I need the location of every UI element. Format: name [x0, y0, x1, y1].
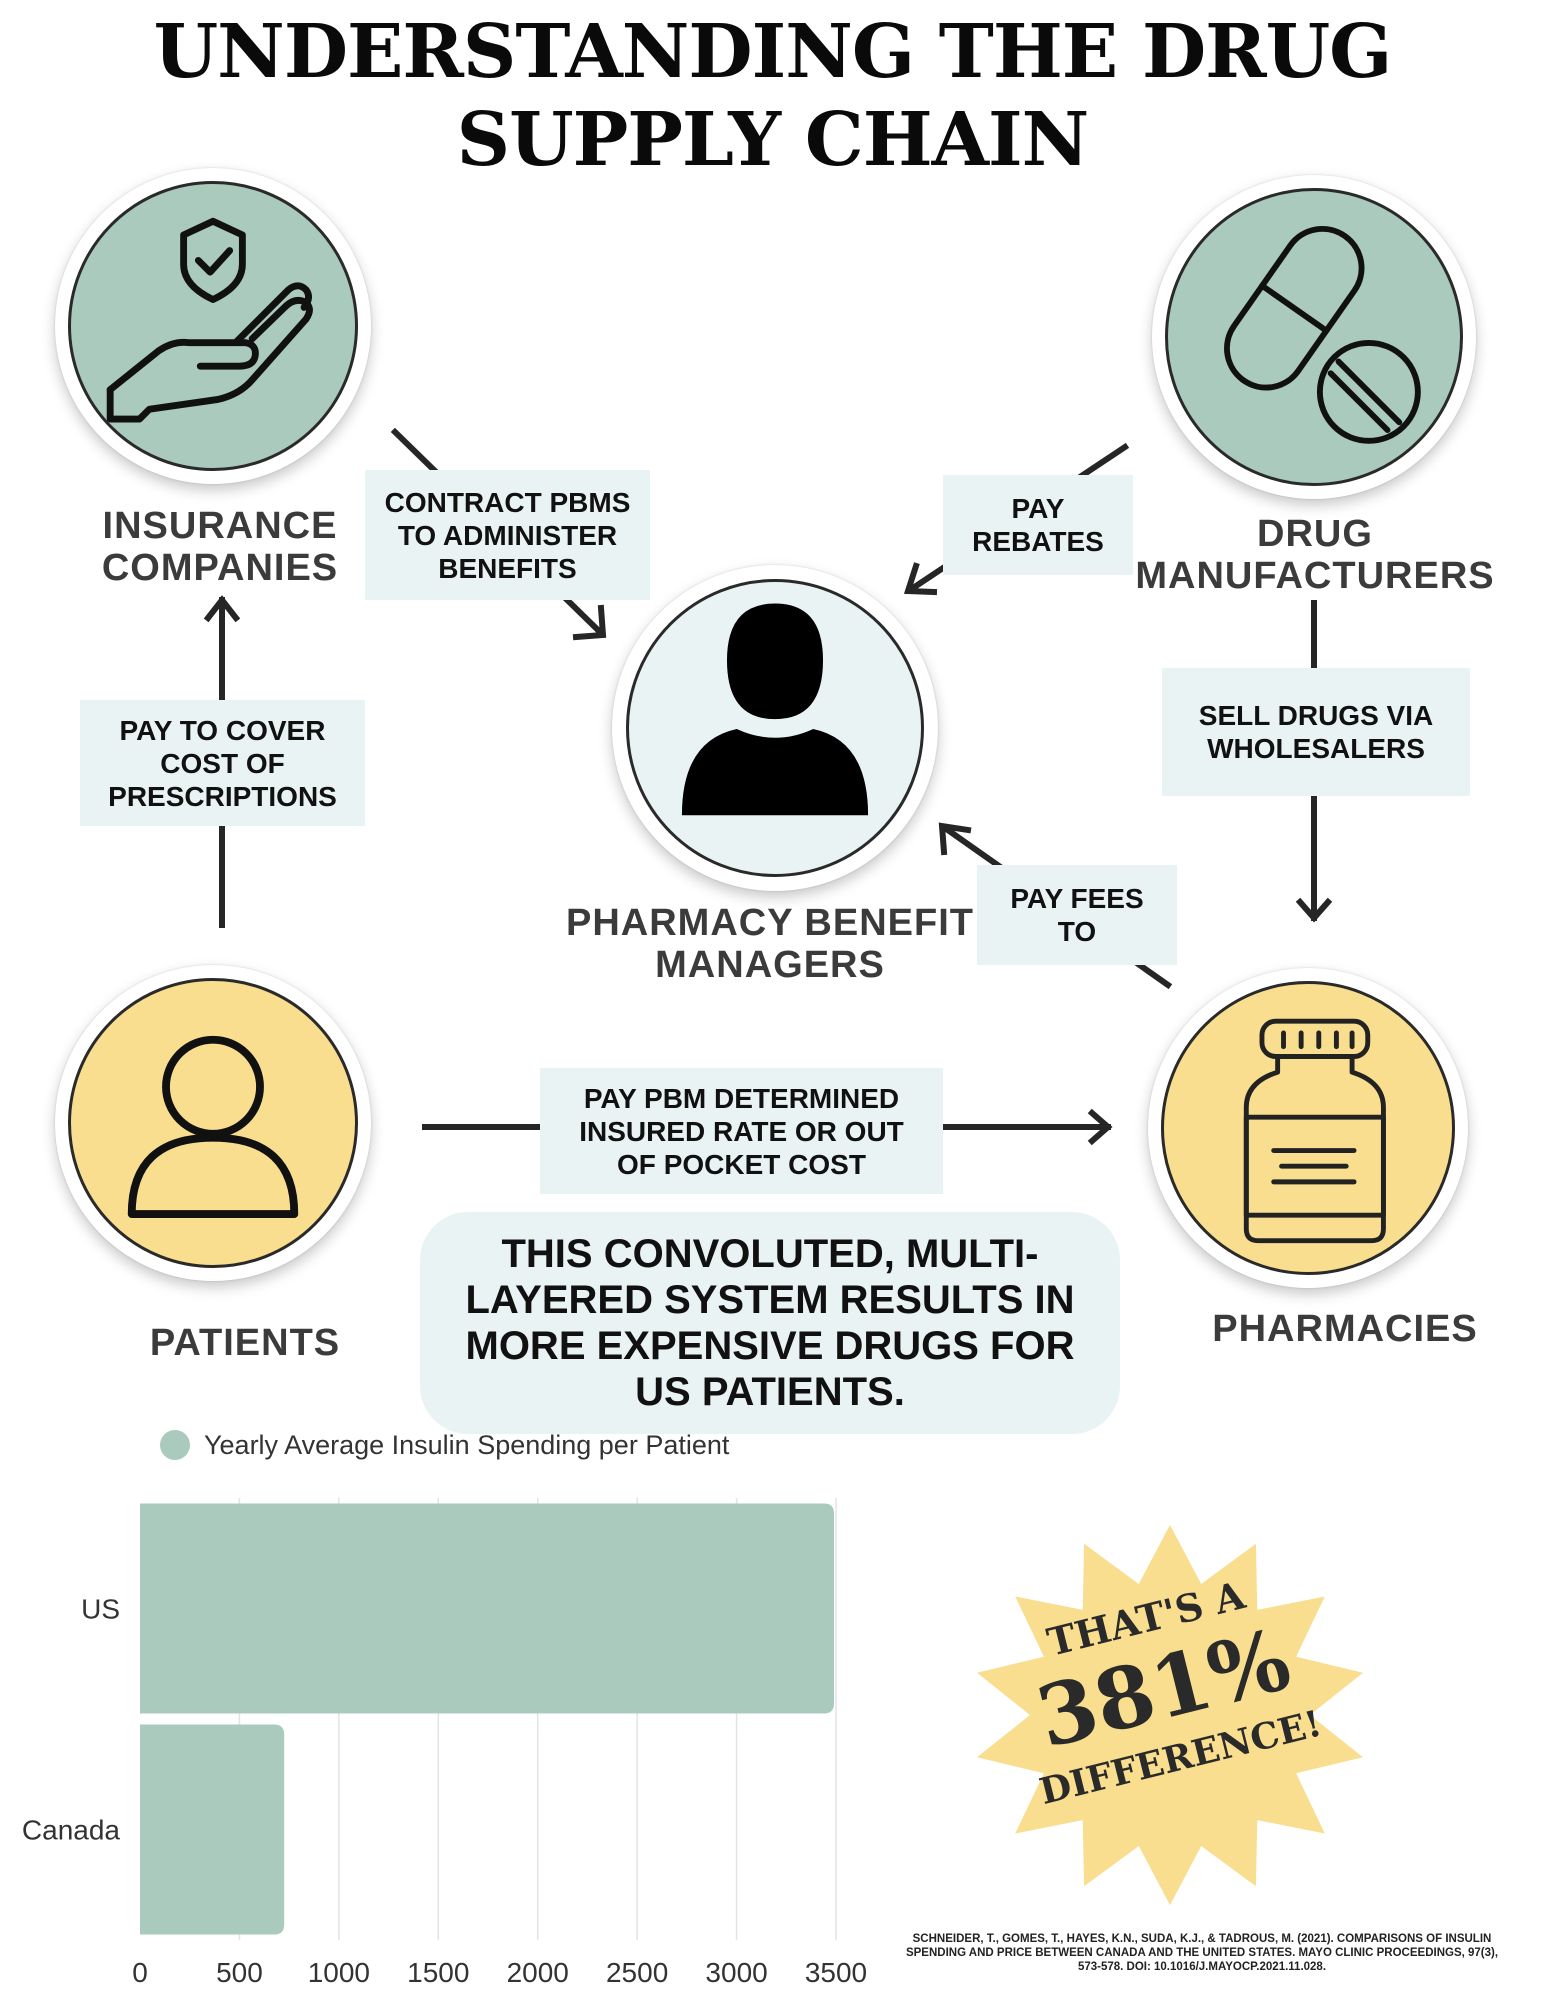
manufacturers-circle: [1152, 175, 1476, 499]
arrowhead-patients-to-pharmacies: [1087, 1108, 1113, 1146]
pharmacies-label: PHARMACIES: [1212, 1308, 1478, 1350]
pbm-circle: [612, 565, 938, 891]
x-tick-label: 2000: [507, 1957, 569, 1988]
legend-label: Yearly Average Insulin Spending per Pati…: [204, 1429, 730, 1460]
pbm-label: PHARMACY BENEFIT MANAGERS: [566, 902, 974, 986]
pharmacies-circle: [1148, 968, 1468, 1288]
category-label-us: US: [81, 1594, 120, 1625]
edge-label-contract-pbms: CONTRACT PBMS TO ADMINISTER BENEFITS: [365, 470, 650, 600]
edge-label-pay-fees: PAY FEES TO: [977, 865, 1177, 965]
edge-label-pay-pbm-rate: PAY PBM DETERMINED INSURED RATE OR OUT O…: [540, 1068, 943, 1194]
chart-legend: Yearly Average Insulin Spending per Pati…: [160, 1428, 729, 1462]
x-tick-label: 3500: [805, 1957, 867, 1988]
starburst-badge: [977, 1524, 1363, 1906]
insurance-circle: [55, 168, 371, 484]
x-tick-label: 3000: [705, 1957, 767, 1988]
insurance-label: INSURANCE COMPANIES: [101, 505, 339, 589]
person-outline-icon: [127, 1035, 299, 1218]
summary-callout: THIS CONVOLUTED, MULTI- LAYERED SYSTEM R…: [420, 1212, 1120, 1434]
page-title: UNDERSTANDING THE DRUG SUPPLY CHAIN: [0, 8, 1545, 184]
legend-swatch: [160, 1430, 190, 1460]
title-line-1: UNDERSTANDING THE DRUG: [153, 9, 1393, 95]
edge-label-pay-rebates: PAY REBATES: [943, 475, 1133, 575]
x-tick-label: 1000: [308, 1957, 370, 1988]
x-tick-label: 1500: [407, 1957, 469, 1988]
arrowhead-manufacturers-to-pbm: [903, 562, 938, 596]
manufacturers-label: DRUG MANUFACTURERS: [1135, 513, 1495, 597]
citation: SCHNEIDER, T., GOMES, T., HAYES, K.N., S…: [905, 1933, 1499, 1973]
title-line-2: SUPPLY CHAIN: [456, 97, 1090, 183]
arrowhead-insurance-to-pbm: [572, 604, 607, 641]
edge-label-sell-drugs: SELL DRUGS VIA WHOLESALERS: [1162, 668, 1470, 796]
starburst-shape: [977, 1524, 1363, 1906]
insulin-spending-chart: 0 500 1000 1500 2000 2500 3000 3500 US Canada: [22, 1498, 867, 1988]
x-tick-label: 500: [216, 1957, 263, 1988]
arrowhead-patients-to-insurance: [203, 595, 241, 623]
hand-shield-icon: [106, 217, 313, 423]
x-tick-label: 2500: [606, 1957, 668, 1988]
arrowhead-manufacturers-to-pharmacies: [1295, 897, 1333, 923]
person-silhouette-icon: [681, 603, 869, 816]
bar-us: [140, 1503, 835, 1714]
patients-circle: [55, 965, 371, 1281]
category-label-canada: Canada: [22, 1815, 121, 1846]
arrowhead-pharmacies-to-pbm: [938, 822, 972, 856]
edge-label-pay-to-cover: PAY TO COVER COST OF PRESCRIPTIONS: [80, 700, 365, 826]
pills-icon: [1224, 225, 1421, 444]
bar-canada: [140, 1724, 285, 1935]
medicine-bottle-icon: [1243, 1018, 1386, 1244]
patients-label: PATIENTS: [149, 1322, 341, 1364]
x-tick-label: 0: [132, 1957, 148, 1988]
